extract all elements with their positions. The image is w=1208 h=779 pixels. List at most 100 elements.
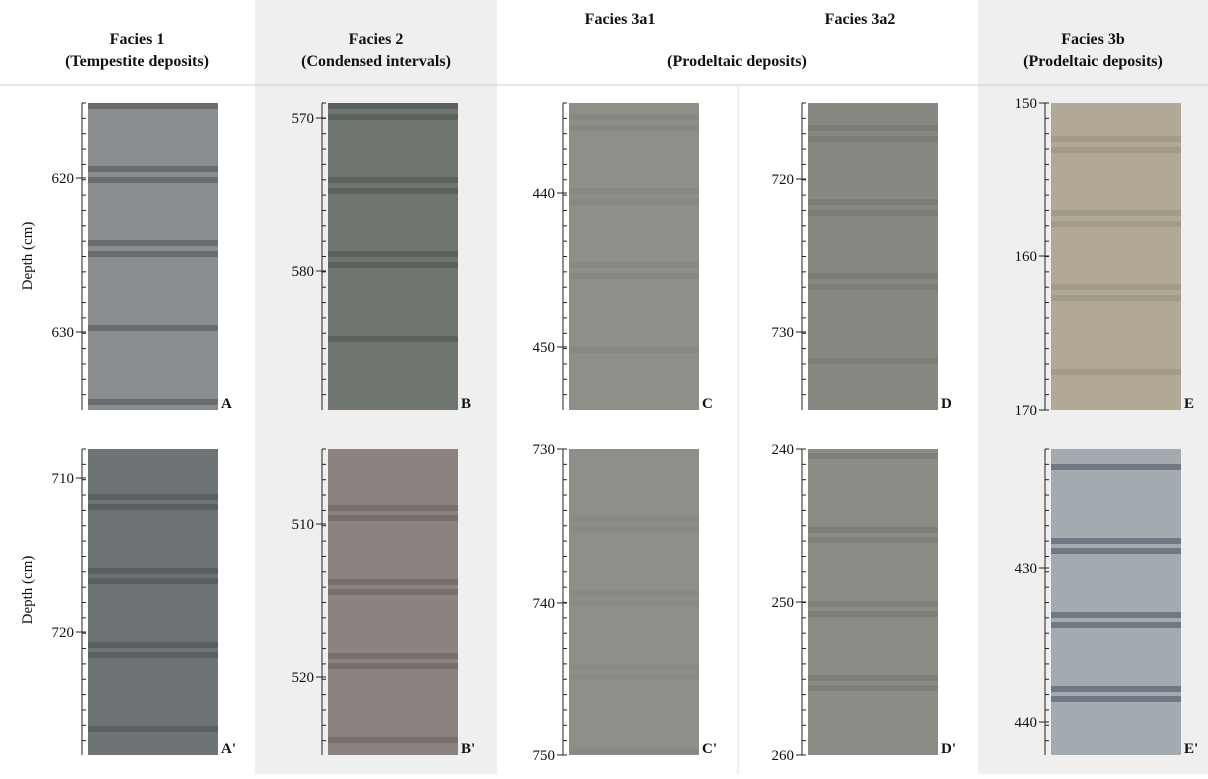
core-band [328, 515, 458, 521]
core-band [1051, 548, 1181, 554]
core-band [328, 468, 458, 481]
core-band [88, 362, 218, 375]
panel-letter: C [702, 396, 713, 412]
core-band [1051, 136, 1181, 142]
core-band [88, 399, 218, 405]
core-band [569, 748, 699, 754]
core-band [88, 277, 218, 290]
core-band [569, 188, 699, 194]
core-band [569, 262, 699, 268]
core-band [808, 273, 938, 279]
core-band [88, 494, 218, 500]
core-band [808, 453, 938, 459]
core-band [88, 531, 218, 544]
header-title: Facies 3a1 [585, 11, 656, 28]
core-band [328, 336, 458, 342]
core-band [328, 579, 458, 585]
core-band [88, 605, 218, 618]
core-band [328, 140, 458, 153]
core-band [808, 490, 938, 503]
axis-label: Depth (cm) [20, 222, 36, 291]
core-band [88, 457, 218, 470]
depth-label: 250 [772, 595, 795, 611]
core-band [88, 504, 218, 510]
core-band [1051, 622, 1181, 628]
core-band [1051, 696, 1181, 702]
core-band [808, 136, 938, 142]
core-band [808, 284, 938, 290]
core-band [1051, 464, 1181, 470]
core-band [328, 373, 458, 386]
core-band [1051, 221, 1181, 227]
core-band [88, 251, 218, 257]
core-band [88, 642, 218, 648]
panel-letter: E' [1184, 741, 1198, 757]
panel-letter: A' [221, 741, 236, 757]
depth-label: 170 [1015, 403, 1038, 419]
core-band [88, 240, 218, 246]
core-band [808, 638, 938, 651]
depth-label: 710 [52, 471, 75, 487]
depth-label: 580 [292, 264, 315, 280]
core-band [808, 236, 938, 249]
core-band [88, 177, 218, 183]
core-band [88, 203, 218, 216]
core-band [569, 553, 699, 566]
header-title: Facies 3b [1061, 31, 1125, 48]
core-band [1051, 406, 1181, 410]
core-band [328, 616, 458, 629]
core-band [1051, 247, 1181, 260]
panel-letter: B' [461, 741, 475, 757]
core-band [1051, 686, 1181, 692]
core-band [1051, 575, 1181, 588]
core-band [569, 701, 699, 714]
core-band [569, 384, 699, 397]
core-band [328, 737, 458, 743]
core-band [1051, 538, 1181, 544]
core-photo [1051, 449, 1181, 755]
core-band [808, 125, 938, 131]
panel-letter: E [1184, 396, 1194, 412]
core-band [569, 125, 699, 131]
core-band [88, 129, 218, 142]
core-band [88, 568, 218, 574]
core-band [808, 310, 938, 323]
core-band [569, 199, 699, 205]
core-band [569, 664, 699, 670]
core-band [328, 589, 458, 595]
core-band [808, 685, 938, 691]
depth-label: 720 [772, 172, 795, 188]
header-title: Facies 1 [110, 31, 165, 48]
depth-label: 440 [533, 186, 556, 202]
core-band [1051, 147, 1181, 153]
header-title: Facies 2 [349, 31, 404, 48]
core-band [569, 299, 699, 312]
core-band [328, 505, 458, 511]
core-band [1051, 369, 1181, 375]
core-band [88, 726, 218, 732]
core-band [328, 663, 458, 669]
core-band [328, 262, 458, 268]
core-band [88, 679, 218, 692]
depth-label: 730 [533, 442, 556, 458]
figure: Facies 1 (Tempestite deposits) Facies 2 … [0, 0, 1208, 774]
panel-letter: D' [941, 741, 956, 757]
core-band [328, 690, 458, 703]
core-band [569, 600, 699, 606]
core-band [88, 325, 218, 331]
depth-label: 160 [1015, 249, 1038, 265]
panel-letter: D [941, 396, 952, 412]
core-band [328, 103, 458, 109]
core-band [569, 590, 699, 596]
core-band [808, 162, 938, 175]
core-band [328, 214, 458, 227]
header-subtitle: (Prodeltaic deposits) [667, 53, 807, 70]
header-subtitle: (Prodeltaic deposits) [1023, 53, 1163, 70]
core-band [569, 347, 699, 353]
core-band [1051, 649, 1181, 662]
depth-label: 240 [772, 442, 795, 458]
core-band [569, 273, 699, 279]
depth-label: 150 [1015, 96, 1038, 112]
core-band [1051, 612, 1181, 618]
core-band [1051, 210, 1181, 216]
